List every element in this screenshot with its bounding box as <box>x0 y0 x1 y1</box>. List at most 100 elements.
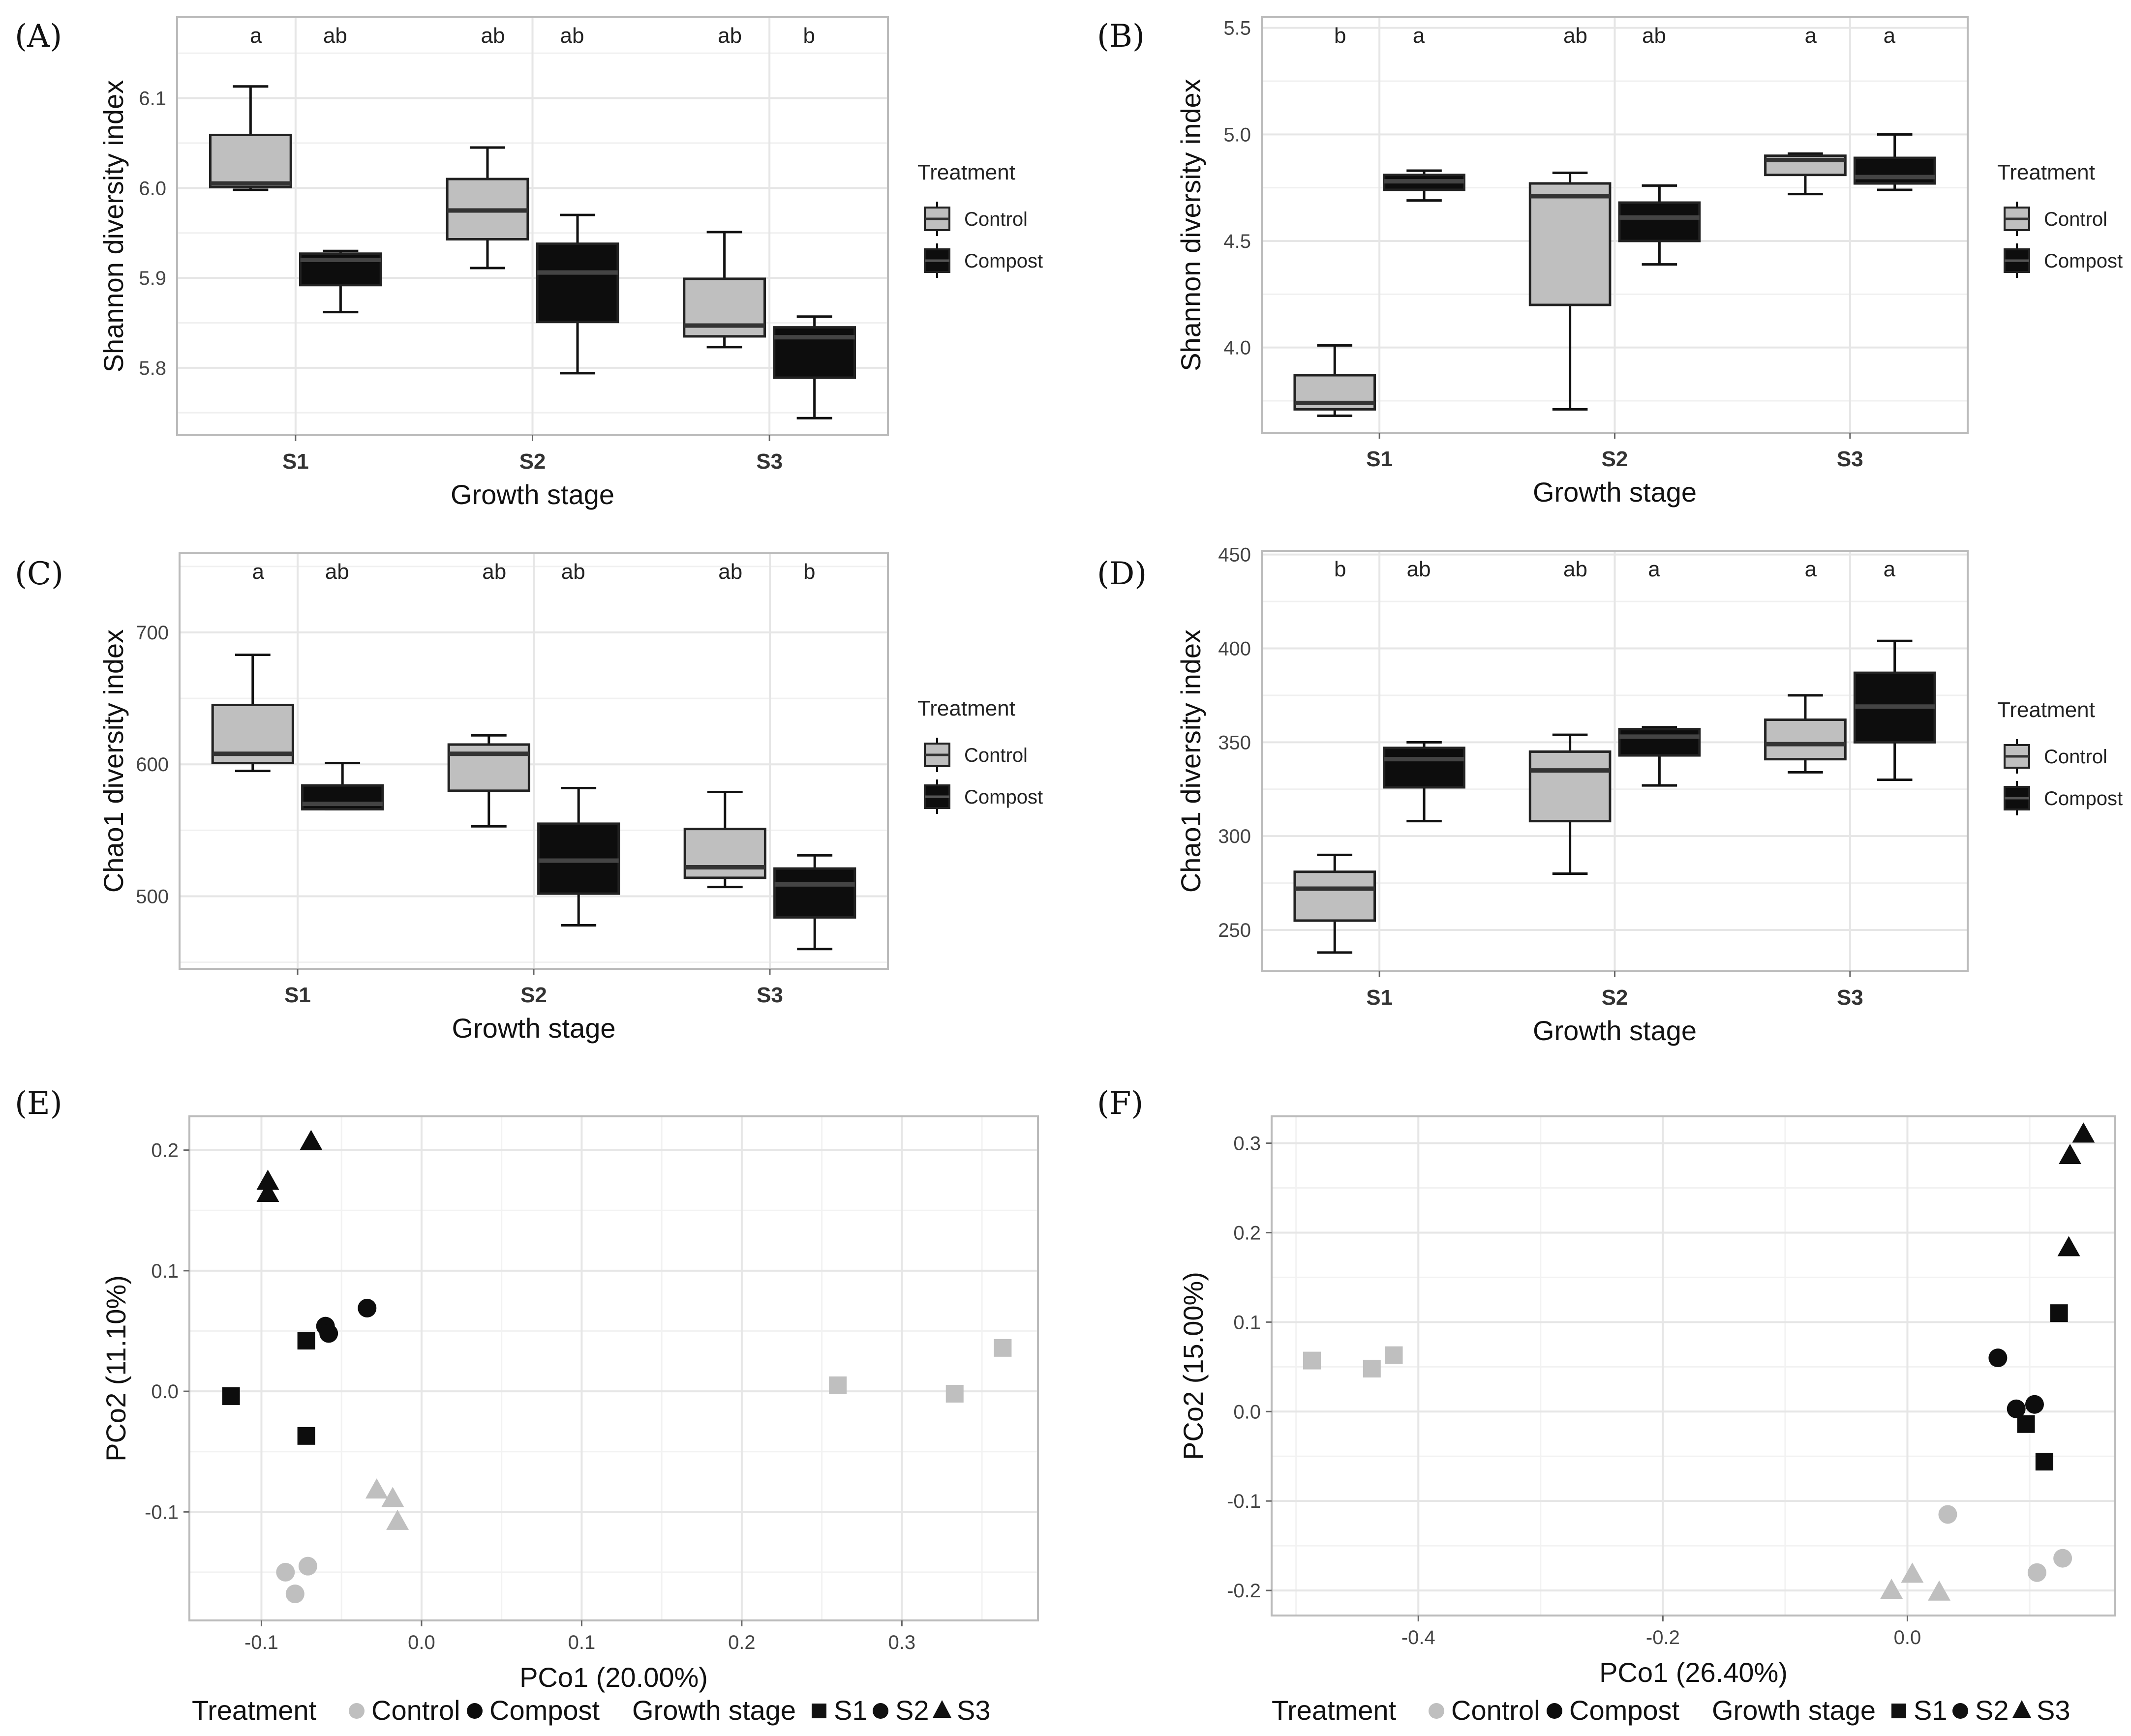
box-control-s3 <box>1764 694 1847 774</box>
panel-label: (D) <box>1097 556 1147 592</box>
y-tick-label: 0.1 <box>1233 1312 1261 1333</box>
point-compost-s1 <box>2017 1415 2035 1433</box>
box-iqr <box>1764 718 1847 761</box>
point-compost-s1 <box>2050 1304 2068 1322</box>
point-control-s2 <box>2053 1549 2072 1568</box>
legend-compost-marker <box>1547 1703 1562 1719</box>
panel-c: (C) 500 600 700 S1 S2 S3 a ab ab ab ab b Growth stage… <box>15 552 1043 1044</box>
y-axis-title: Chao1 diversity index <box>1175 629 1206 893</box>
point-control-s1 <box>829 1376 847 1394</box>
box-iqr <box>1618 728 1701 757</box>
legend-item-label: Control <box>964 745 1028 766</box>
x-tick-label: -0.4 <box>1401 1627 1435 1648</box>
point-compost-s3 <box>256 1181 279 1202</box>
box-control-s1 <box>211 654 294 773</box>
x-tick-label: S1 <box>1366 447 1393 471</box>
y-tick-label: 350 <box>1218 732 1251 753</box>
legend-s3-marker <box>2012 1700 2031 1718</box>
y-tick-label: 400 <box>1218 638 1251 659</box>
box-control-s2 <box>1528 733 1612 875</box>
x-tick-label: 0.0 <box>1894 1627 1921 1648</box>
legend-s1-marker <box>1891 1704 1906 1718</box>
box-control-s3 <box>683 791 766 889</box>
legend-s2-marker <box>1952 1703 1968 1719</box>
panel-e: (E) -0.1 0.0 0.1 0.2 0.3 -0.1 0.0 0.1 0.2 PCo1 (20… <box>15 1085 1039 1726</box>
point-compost-s2 <box>1988 1348 2008 1368</box>
point-compost-s1 <box>297 1427 315 1445</box>
x-axis-title: Growth stage <box>1533 1015 1697 1046</box>
y-tick-label: 6.1 <box>139 88 166 110</box>
panel-label: (A) <box>15 18 62 55</box>
y-tick-label: 5.8 <box>139 358 166 379</box>
box-control-s2 <box>447 734 530 828</box>
box-iqr <box>1528 750 1612 823</box>
panel-b: (B) 4.0 4.5 5.0 5.5 S1 S2 S3 b a ab ab a a Growth stag… <box>1097 16 2123 508</box>
significance-letter: ab <box>1407 557 1431 581</box>
y-tick-label: 600 <box>136 754 169 776</box>
box-control-s1 <box>1293 344 1376 417</box>
significance-letter: ab <box>482 560 506 584</box>
y-tick-label: -0.2 <box>1227 1580 1261 1602</box>
box-iqr <box>773 867 856 919</box>
legend-s3-label: S3 <box>957 1695 991 1726</box>
significance-letter: ab <box>325 560 349 584</box>
box-control-s1 <box>209 85 292 191</box>
y-tick-label: 500 <box>136 886 169 907</box>
box-iqr <box>1293 870 1376 922</box>
y-tick-label: 300 <box>1218 826 1251 847</box>
significance-letter: ab <box>323 24 347 48</box>
y-tick-label: -0.1 <box>1227 1491 1261 1512</box>
significance-letter: ab <box>561 560 585 584</box>
x-tick-label: 0.2 <box>728 1632 756 1653</box>
significance-letter: a <box>1805 24 1817 48</box>
box-compost-s3 <box>773 854 856 951</box>
y-tick-label: 5.0 <box>1223 124 1251 146</box>
legend-s2-label: S2 <box>1975 1695 2009 1726</box>
y-tick-label: 0.1 <box>151 1260 179 1282</box>
bottom-legend: Treatment Control Compost Growth stage S1 S2 S… <box>192 1695 991 1726</box>
point-control-s1 <box>994 1339 1012 1357</box>
box-compost-s1 <box>1383 741 1465 823</box>
box-control-s3 <box>683 231 766 349</box>
y-tick-label: 0.0 <box>1233 1401 1261 1423</box>
point-compost-s3 <box>256 1169 279 1190</box>
box-compost-s1 <box>1383 169 1465 202</box>
box-iqr <box>1853 156 1936 185</box>
significance-letter: a <box>250 24 262 48</box>
point-compost-s2 <box>2025 1395 2044 1414</box>
box-compost-s3 <box>773 315 856 419</box>
x-tick-label: S2 <box>1602 986 1628 1010</box>
y-axis-title: Shannon diversity index <box>98 80 129 373</box>
panel-label: (B) <box>1097 18 1145 55</box>
x-axis-title: Growth stage <box>451 479 614 510</box>
x-tick-label: S2 <box>519 449 546 474</box>
significance-letter: ab <box>1563 24 1587 48</box>
x-axis-title: PCo1 (20.00%) <box>519 1662 708 1693</box>
point-compost-s1 <box>2035 1453 2053 1471</box>
panel-d: (D) 250 300 350 400 450 S1 S2 S3 b ab ab a a a Growth s… <box>1097 544 2123 1046</box>
legend-s3-marker <box>933 1700 951 1718</box>
legend: Treatment Control Compost <box>1997 698 2123 815</box>
plot-frame <box>188 1115 1039 1621</box>
box-control-s2 <box>1528 171 1612 411</box>
x-axis-title: Growth stage <box>452 1013 615 1044</box>
significance-letter: a <box>1884 557 1896 581</box>
x-tick-label: S2 <box>520 983 547 1007</box>
x-tick-label: S3 <box>1837 986 1863 1010</box>
box-iqr <box>1618 201 1701 242</box>
box-iqr <box>1528 182 1612 306</box>
legend-item-label: Compost <box>964 786 1043 808</box>
x-tick-label: S2 <box>1602 447 1628 471</box>
x-tick-label: S3 <box>1837 447 1863 471</box>
y-axis-title: Chao1 diversity index <box>98 629 129 893</box>
y-tick-label: 0.2 <box>1233 1222 1261 1244</box>
y-tick-label: 4.0 <box>1223 337 1251 359</box>
x-tick-label: S3 <box>756 449 783 474</box>
plot-frame <box>1271 1115 2116 1616</box>
y-tick-label: 0.3 <box>1233 1133 1261 1155</box>
point-control-s2 <box>285 1585 304 1604</box>
significance-letter: ab <box>718 24 742 48</box>
box-iqr <box>1383 747 1465 789</box>
y-axis-title: Shannon diversity index <box>1175 79 1206 371</box>
point-control-s1 <box>1363 1359 1381 1377</box>
